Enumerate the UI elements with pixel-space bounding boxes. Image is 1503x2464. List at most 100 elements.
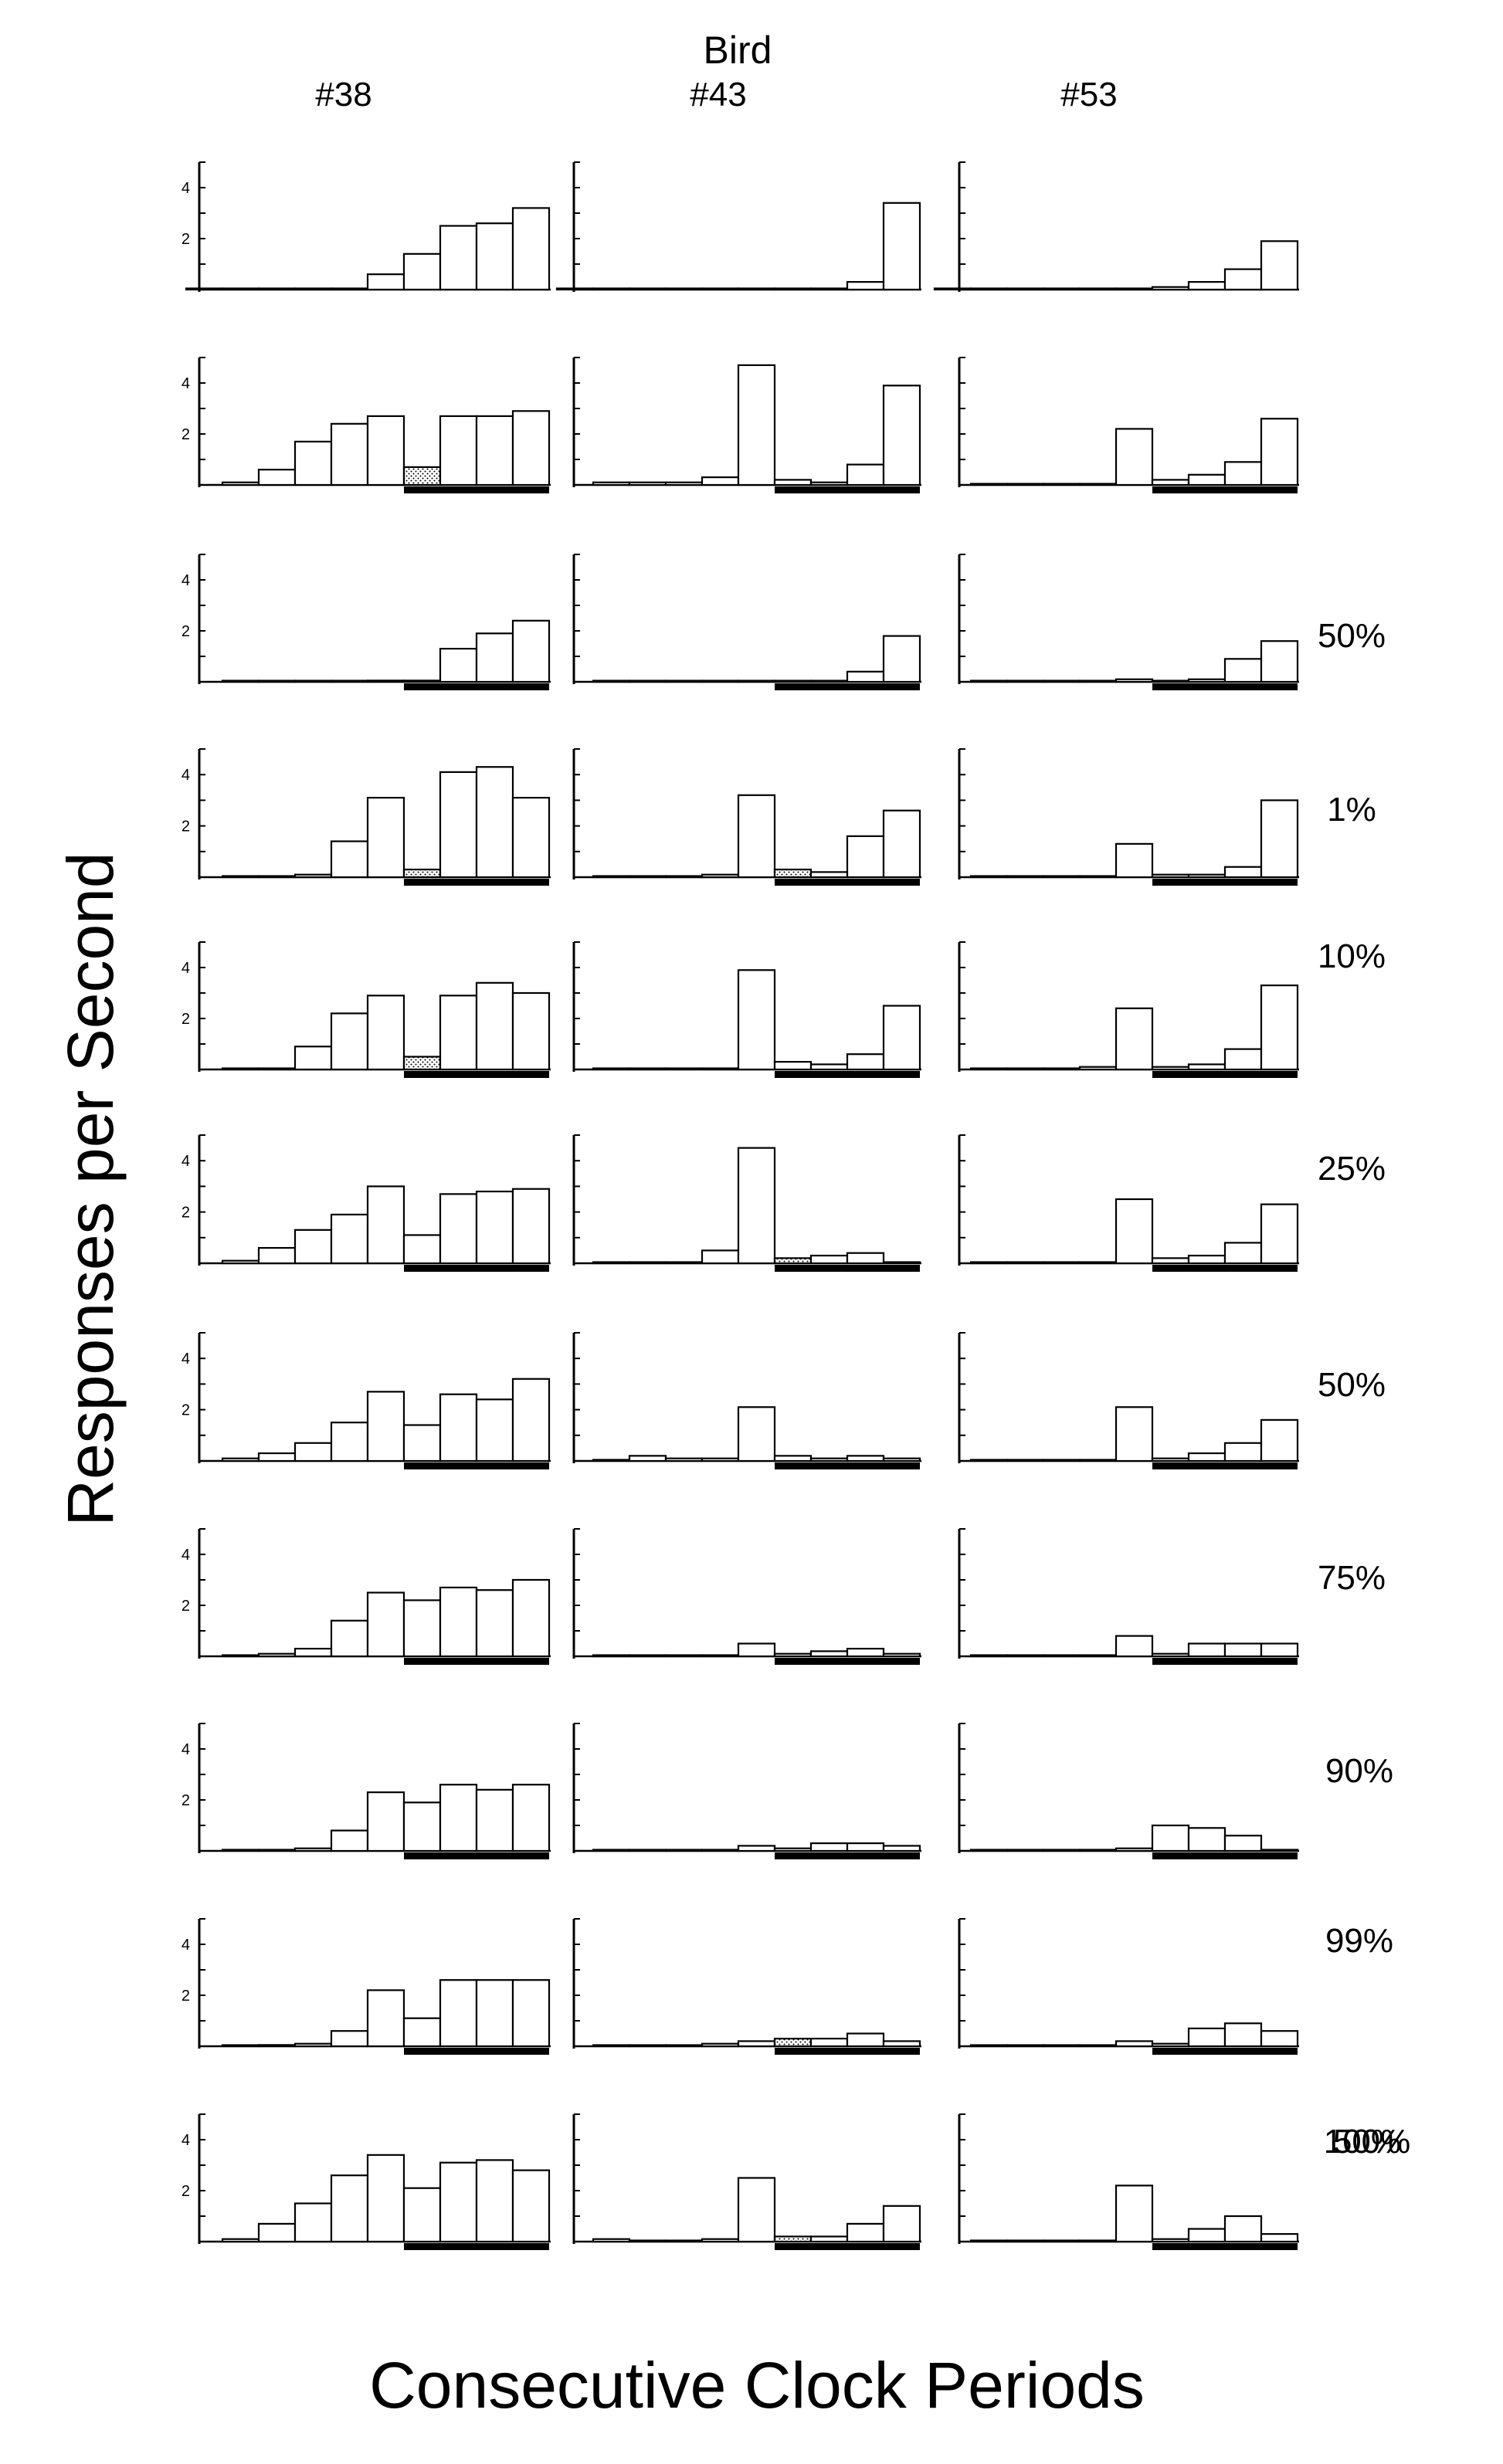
period-marker xyxy=(1152,486,1298,493)
bar xyxy=(969,483,1009,486)
bar xyxy=(1187,473,1226,486)
bar xyxy=(475,415,514,486)
bar xyxy=(330,1012,369,1071)
bar xyxy=(257,875,297,879)
bar xyxy=(1115,1635,1154,1658)
y-tick-label: 2 xyxy=(182,1598,190,1615)
bar xyxy=(1006,2044,1045,2048)
period-marker xyxy=(404,1265,549,1272)
bar xyxy=(1151,1457,1190,1462)
bar xyxy=(402,1801,442,1852)
panel xyxy=(572,1918,921,2055)
period-marker xyxy=(775,1265,920,1272)
bar xyxy=(969,287,1009,291)
bar xyxy=(846,281,885,291)
bar xyxy=(1078,483,1118,486)
bar xyxy=(1115,678,1154,683)
bar xyxy=(773,1060,813,1071)
bar xyxy=(511,410,551,486)
bar xyxy=(1115,1198,1154,1265)
bar xyxy=(475,222,514,291)
bar xyxy=(969,2044,1009,2048)
bar xyxy=(592,1261,631,1265)
bar xyxy=(511,1578,551,1658)
bar xyxy=(1151,873,1190,879)
period-marker xyxy=(775,1852,920,1859)
panel xyxy=(958,1528,1299,1665)
bar xyxy=(628,481,667,486)
bar xyxy=(1115,1847,1154,1852)
y-tick-label: 2 xyxy=(182,819,190,835)
bar xyxy=(664,481,704,486)
bar xyxy=(293,680,333,683)
bar xyxy=(257,1067,297,1071)
bar xyxy=(402,1424,442,1462)
bar xyxy=(628,1455,667,1462)
panel xyxy=(958,357,1299,493)
y-tick-label: 4 xyxy=(182,2132,190,2149)
period-marker xyxy=(404,879,549,886)
bar xyxy=(257,2222,297,2243)
panel xyxy=(572,357,921,493)
y-tick-label: 2 xyxy=(182,1205,190,1222)
bar xyxy=(293,2042,333,2048)
bar xyxy=(475,1398,514,1462)
bar xyxy=(221,875,260,879)
bar xyxy=(475,1979,514,2048)
bar xyxy=(882,1005,921,1071)
bar xyxy=(257,469,297,486)
bar xyxy=(1187,1063,1226,1071)
period-marker xyxy=(775,486,920,493)
bar xyxy=(257,1246,297,1265)
bar xyxy=(664,2239,704,2243)
bar xyxy=(1223,866,1263,879)
bar xyxy=(1115,2040,1154,2048)
bar xyxy=(1042,2044,1081,2048)
bar xyxy=(330,1619,369,1658)
bar xyxy=(628,875,667,879)
bird-label: #53 xyxy=(1060,76,1117,114)
panel xyxy=(555,161,921,292)
period-marker xyxy=(404,1852,549,1859)
bar xyxy=(592,680,631,683)
y-tick-label: 4 xyxy=(182,1153,190,1170)
y-tick-label: 4 xyxy=(182,1547,190,1564)
y-tick-label: 4 xyxy=(182,375,190,392)
bar xyxy=(1115,2184,1154,2243)
bar xyxy=(809,2038,849,2048)
bar xyxy=(366,1591,405,1658)
bar xyxy=(439,2161,478,2243)
bar xyxy=(846,835,885,879)
condition-label: 25% xyxy=(1318,1150,1386,1188)
period-marker xyxy=(775,1658,920,1665)
bar xyxy=(330,1422,369,1462)
bar xyxy=(701,1457,740,1462)
bar xyxy=(846,1455,885,1462)
bar xyxy=(809,1063,849,1071)
panel: 24 xyxy=(182,357,551,493)
y-tick-label: 4 xyxy=(182,960,190,977)
bar xyxy=(402,868,442,879)
bar xyxy=(293,1442,333,1462)
bar xyxy=(664,1457,704,1462)
bar xyxy=(846,2222,885,2243)
bar xyxy=(1187,1254,1226,1265)
bar xyxy=(402,680,442,683)
panel: 24 xyxy=(182,1134,551,1272)
bar xyxy=(221,1457,260,1462)
bar xyxy=(628,680,667,683)
bar xyxy=(511,1188,551,1265)
bar xyxy=(1151,2042,1190,2048)
bar xyxy=(293,873,333,879)
bar xyxy=(664,875,704,879)
bar xyxy=(846,1252,885,1265)
bar xyxy=(475,1589,514,1658)
bar xyxy=(330,680,369,683)
bar xyxy=(969,680,1009,683)
bar xyxy=(1151,479,1190,486)
bar xyxy=(737,680,776,683)
bar xyxy=(701,873,740,879)
period-marker xyxy=(404,1658,549,1665)
bar xyxy=(773,1455,813,1462)
